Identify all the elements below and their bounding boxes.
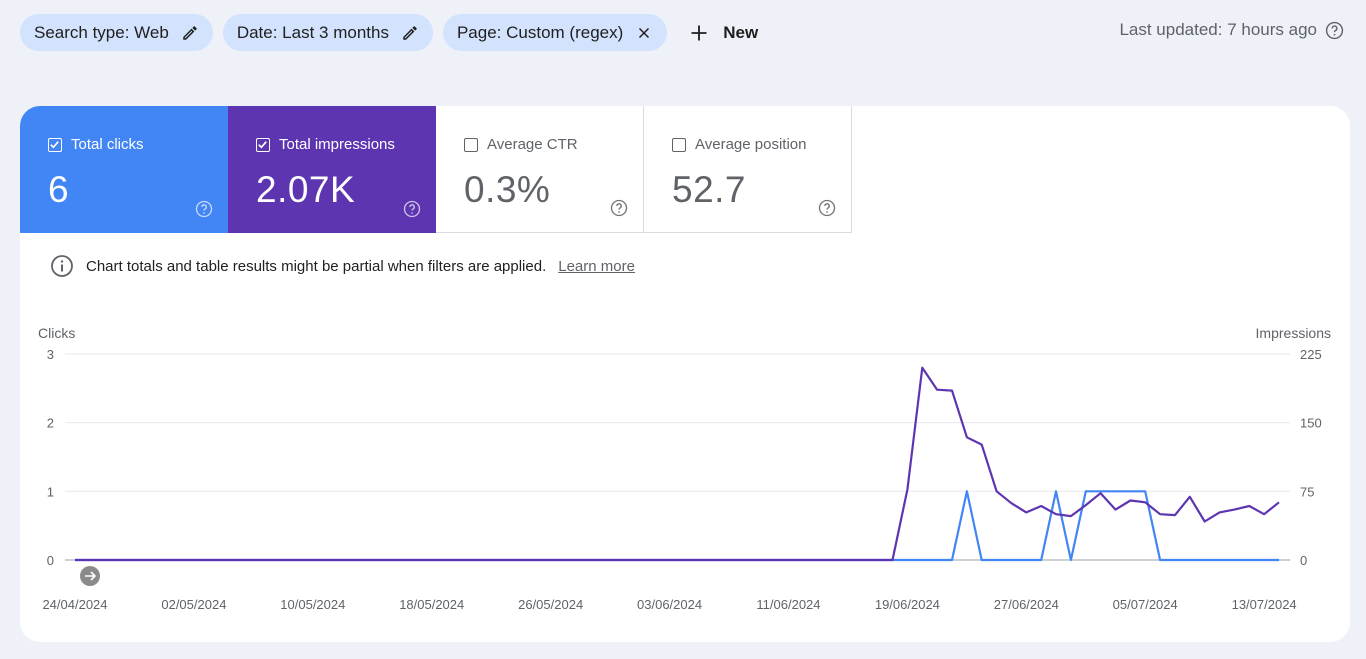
checkbox-checked-icon[interactable] [48,137,62,152]
last-updated: Last updated: 7 hours ago [1119,20,1344,40]
metric-tabs: Total clicks 6 Total impressions 2.07K A… [20,106,852,233]
metric-average-position[interactable]: Average position 52.7 [644,106,852,233]
x-axis-ticks: 24/04/2024 02/05/2024 10/05/2024 18/05/2024… [42,597,1296,612]
metric-value: 2.07K [256,169,356,210]
right-axis-ticks: 0 75 150 225 [1300,347,1322,568]
right-axis-title: Impressions [1256,325,1331,341]
filter-bar: Search type: Web Date: Last 3 months Pag… [20,14,758,51]
metric-average-ctr[interactable]: Average CTR 0.3% [436,106,644,233]
pencil-icon[interactable] [181,24,199,42]
right-tick-label: 0 [1300,553,1307,568]
help-icon[interactable] [403,200,421,218]
right-tick-label: 225 [1300,347,1322,362]
help-icon[interactable] [818,199,836,217]
filter-chip-search-type[interactable]: Search type: Web [20,14,213,51]
left-axis-ticks: 0 1 2 3 [47,347,54,568]
left-axis-title: Clicks [38,325,75,341]
chart-series [75,366,1280,562]
help-icon[interactable] [1325,21,1344,40]
help-icon[interactable] [195,200,213,218]
checkbox-checked-icon[interactable] [256,137,270,152]
learn-more-link[interactable]: Learn more [558,257,635,275]
chart-gridlines [65,353,1290,561]
filter-chip-date[interactable]: Date: Last 3 months [222,14,433,51]
left-tick-label: 0 [47,553,54,568]
plus-icon [691,25,707,40]
pencil-icon[interactable] [401,24,419,42]
performance-chart: Clicks Impressions 0 1 2 3 0 75 150 225 24/04/… [38,325,1331,612]
help-icon[interactable] [610,199,628,217]
notice-text: Chart totals and table results might be … [86,257,547,275]
metric-label: Average position [695,136,807,153]
x-tick-label: 11/06/2024 [756,597,820,612]
new-filter-button[interactable]: New [689,23,758,43]
arrow-right-icon [85,571,97,581]
info-icon [51,255,73,277]
filter-chip-label: Page: Custom (regex) [456,22,624,42]
x-tick-label: 27/06/2024 [994,597,1059,612]
left-tick-label: 3 [47,347,54,362]
filter-chip-label: Search type: Web [34,22,169,42]
x-tick-label: 24/04/2024 [42,597,107,612]
metric-label: Total impressions [279,136,395,153]
close-icon[interactable] [635,24,653,42]
x-tick-label: 13/07/2024 [1232,597,1297,612]
filter-chip-page[interactable]: Page: Custom (regex) [442,14,668,51]
annotation-marker[interactable] [80,566,100,586]
left-tick-label: 2 [47,416,54,431]
filter-chip-label: Date: Last 3 months [236,22,389,42]
metric-label: Average CTR [487,136,578,153]
series-line-clicks [75,490,1279,562]
checkbox-unchecked-icon[interactable] [464,137,478,152]
metric-total-clicks[interactable]: Total clicks 6 [20,106,228,233]
left-tick-label: 1 [47,484,54,499]
metric-total-impressions[interactable]: Total impressions 2.07K [228,106,436,233]
last-updated-text: Last updated: 7 hours ago [1119,20,1317,39]
metric-value: 52.7 [672,169,747,210]
x-tick-label: 02/05/2024 [161,597,226,612]
x-tick-label: 18/05/2024 [399,597,464,612]
metric-label: Total clicks [71,136,144,153]
metric-value: 0.3% [464,169,551,210]
x-tick-label: 26/05/2024 [518,597,583,612]
right-tick-label: 75 [1300,484,1314,499]
checkbox-unchecked-icon[interactable] [672,137,686,152]
x-tick-label: 10/05/2024 [280,597,345,612]
x-tick-label: 19/06/2024 [875,597,940,612]
x-tick-label: 03/06/2024 [637,597,702,612]
series-line-impressions [75,366,1280,562]
right-tick-label: 150 [1300,416,1322,431]
partial-data-notice: Chart totals and table results might be … [50,254,635,278]
x-tick-label: 05/07/2024 [1113,597,1178,612]
new-filter-label: New [723,22,759,42]
performance-card: Total clicks 6 Total impressions 2.07K A… [20,106,1350,642]
metric-value: 6 [48,169,70,210]
